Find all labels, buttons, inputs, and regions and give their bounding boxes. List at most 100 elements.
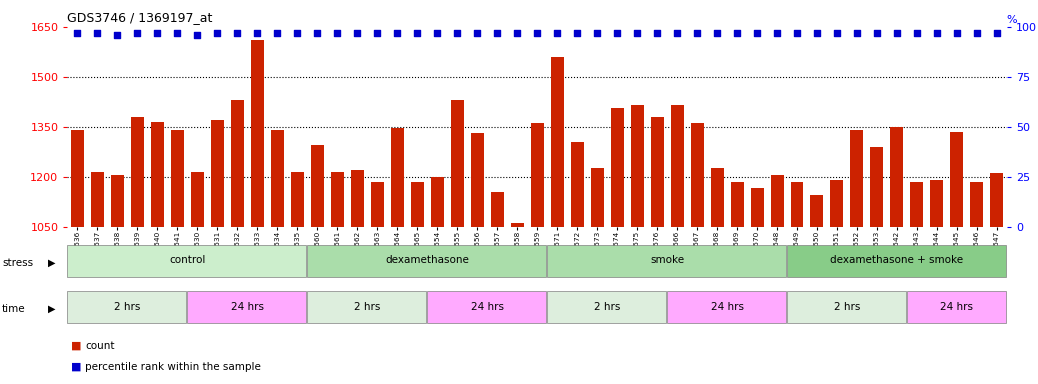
Point	[249, 30, 266, 36]
Bar	[550, 57, 564, 227]
Bar	[91, 172, 104, 227]
Bar	[791, 182, 803, 227]
Point	[349, 30, 365, 36]
Point	[889, 30, 905, 36]
Point	[89, 30, 106, 36]
Bar	[850, 130, 864, 227]
Point	[368, 30, 385, 36]
Point	[289, 30, 305, 36]
Point	[209, 30, 225, 36]
Text: count: count	[85, 341, 114, 351]
Point	[988, 30, 1005, 36]
Bar	[67, 245, 306, 276]
Point	[569, 30, 585, 36]
Bar	[428, 291, 546, 323]
Bar	[131, 117, 144, 227]
Point	[169, 30, 186, 36]
Text: ■: ■	[71, 362, 81, 372]
Bar	[431, 177, 443, 227]
Point	[229, 30, 246, 36]
Point	[689, 30, 706, 36]
Bar	[571, 142, 583, 227]
Text: ▶: ▶	[48, 258, 56, 268]
Point	[849, 30, 866, 36]
Bar	[547, 245, 786, 276]
Point	[509, 30, 525, 36]
Bar	[547, 291, 666, 323]
Text: GDS3746 / 1369197_at: GDS3746 / 1369197_at	[67, 11, 213, 24]
Point	[968, 30, 985, 36]
Text: 24 hrs: 24 hrs	[711, 301, 743, 311]
Bar	[371, 182, 384, 227]
Point	[729, 30, 745, 36]
Point	[189, 32, 206, 38]
Bar	[511, 223, 524, 227]
Bar	[770, 175, 784, 227]
Text: stress: stress	[2, 258, 33, 268]
Bar	[111, 175, 124, 227]
Point	[748, 30, 765, 36]
Bar	[667, 291, 786, 323]
Text: 24 hrs: 24 hrs	[940, 301, 974, 311]
Bar	[891, 127, 903, 227]
Bar	[151, 122, 164, 227]
Bar	[351, 170, 363, 227]
Point	[489, 30, 506, 36]
Text: smoke: smoke	[650, 255, 684, 265]
Point	[809, 30, 825, 36]
Text: %: %	[1007, 15, 1017, 25]
Text: 2 hrs: 2 hrs	[594, 301, 621, 311]
Bar	[230, 100, 244, 227]
Bar	[971, 182, 983, 227]
Bar	[750, 188, 764, 227]
Bar	[411, 182, 424, 227]
Bar	[690, 123, 704, 227]
Text: dexamethasone: dexamethasone	[385, 255, 469, 265]
Bar	[67, 291, 187, 323]
Text: 24 hrs: 24 hrs	[470, 301, 503, 311]
Point	[129, 30, 145, 36]
Bar	[188, 291, 306, 323]
Point	[649, 30, 665, 36]
Bar	[390, 128, 404, 227]
Text: ▶: ▶	[48, 304, 56, 314]
Point	[869, 30, 885, 36]
Point	[70, 30, 86, 36]
Point	[149, 30, 166, 36]
Point	[769, 30, 786, 36]
Bar	[910, 182, 924, 227]
Text: time: time	[2, 304, 26, 314]
Point	[908, 30, 925, 36]
Point	[269, 30, 285, 36]
Bar	[930, 180, 944, 227]
Bar	[951, 132, 963, 227]
Text: dexamethasone + smoke: dexamethasone + smoke	[830, 255, 963, 265]
Bar	[71, 130, 84, 227]
Bar	[450, 100, 464, 227]
Bar	[871, 147, 883, 227]
Bar	[491, 192, 503, 227]
Point	[109, 32, 126, 38]
Bar	[830, 180, 844, 227]
Bar	[787, 291, 906, 323]
Point	[709, 30, 726, 36]
Bar	[171, 130, 184, 227]
Bar	[907, 291, 1006, 323]
Point	[589, 30, 605, 36]
Text: control: control	[169, 255, 206, 265]
Bar	[310, 145, 324, 227]
Point	[929, 30, 946, 36]
Bar	[731, 182, 743, 227]
Bar	[530, 123, 544, 227]
Point	[668, 30, 685, 36]
Text: 2 hrs: 2 hrs	[834, 301, 861, 311]
Text: 2 hrs: 2 hrs	[354, 301, 381, 311]
Point	[609, 30, 626, 36]
Text: ■: ■	[71, 341, 81, 351]
Bar	[610, 108, 624, 227]
Bar	[711, 168, 723, 227]
Bar	[591, 168, 604, 227]
Bar	[990, 173, 1004, 227]
Point	[409, 30, 426, 36]
Bar	[307, 245, 546, 276]
